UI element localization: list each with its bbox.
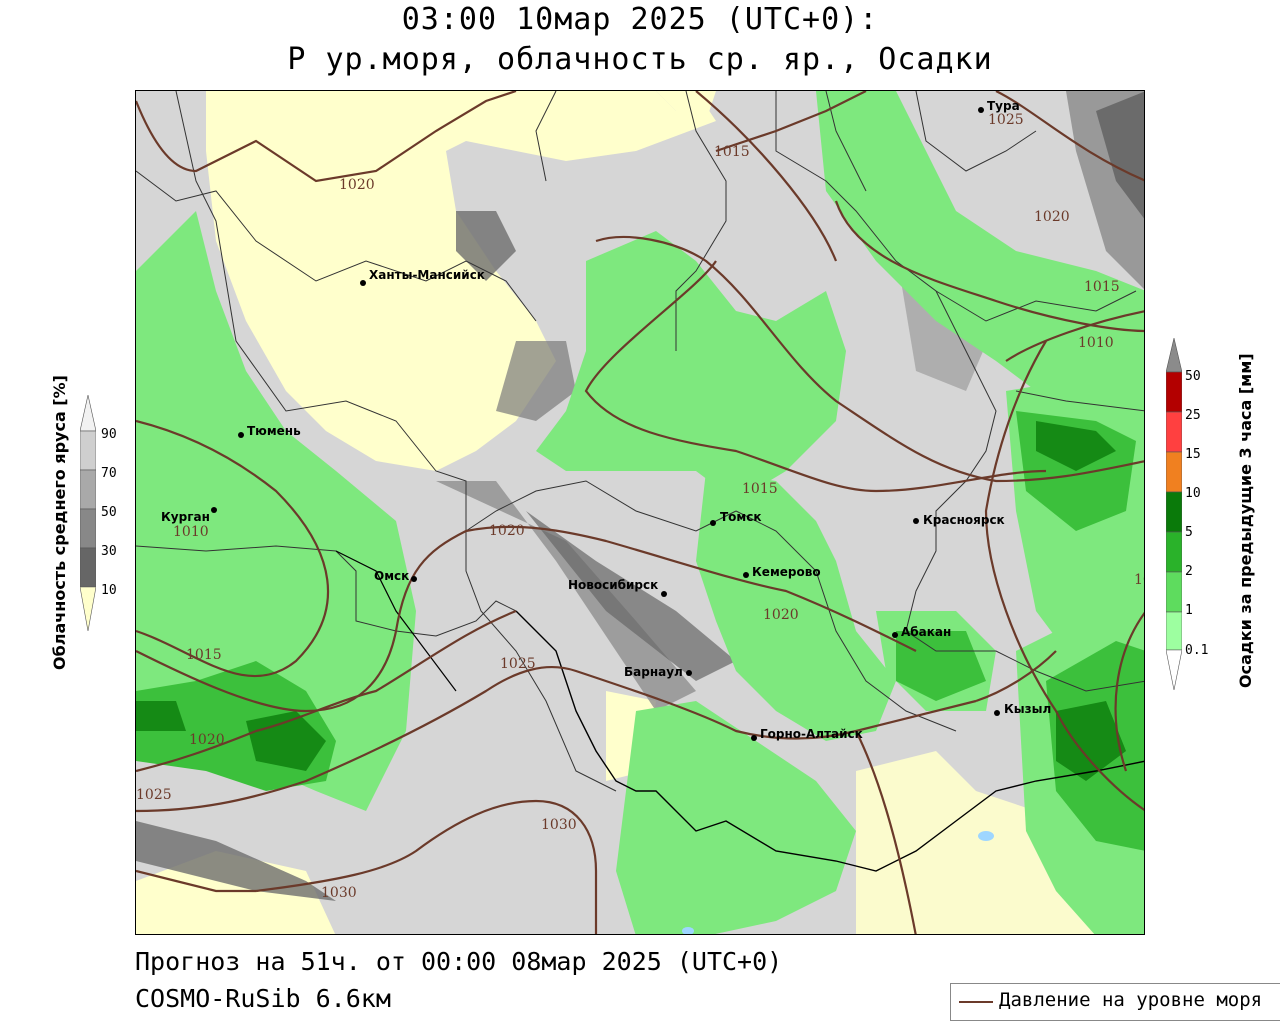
isobar-label: 1020 [489, 523, 525, 539]
precipitation-area-heavy [1036, 421, 1116, 471]
clear-sky-area [206, 91, 716, 471]
map-title-fields: P ур.моря, облачность ср. яр., Осадки [287, 42, 993, 77]
city-label-barnaul: Барнаул [624, 665, 683, 679]
precipitation-area [696, 471, 896, 741]
city-label-tomsk: Томск [720, 510, 762, 524]
national-border [515, 610, 1144, 872]
dense-cloud-band [1096, 91, 1144, 219]
city-label-tyumen: Тюмень [247, 424, 301, 438]
city-marker [913, 518, 919, 524]
city-label-novosibirsk: Новосибирск [568, 578, 658, 592]
city-label-abakan: Абакан [901, 625, 951, 639]
city-label-tura: Тура [987, 99, 1020, 113]
cloud-bar-tick: 70 [101, 466, 117, 481]
isobar-label: 1015 [742, 481, 778, 497]
city-marker [892, 632, 898, 638]
precip-color-bar [1165, 337, 1183, 691]
precip-bar-tick: 0.1 [1185, 643, 1209, 658]
isobar-label: 1020 [1034, 209, 1070, 225]
forecast-map[interactable]: 1025 1015 1020 1020 1015 1010 1015 1010 … [135, 90, 1145, 935]
isobar-label: 1015 [714, 144, 750, 160]
isobar-label: 1010 [173, 524, 209, 540]
precip-bar-tick: 50 [1185, 369, 1201, 384]
isobar-label: 1020 [763, 607, 799, 623]
isobar-legend-swatch [959, 1001, 993, 1003]
isobar-label: 1025 [988, 112, 1024, 128]
dense-cloud-band [496, 341, 576, 421]
dense-cloud-band [436, 481, 696, 711]
city-marker [238, 432, 244, 438]
model-info: COSMO-RuSib 6.6км [135, 984, 391, 1013]
cloud-bar-tick: 30 [101, 544, 117, 559]
precipitation-area-moderate [896, 631, 986, 701]
city-marker [661, 591, 667, 597]
cloud-bar-tick: 10 [101, 583, 117, 598]
cloud-bar-tick: 90 [101, 427, 117, 442]
precip-bar-tick: 10 [1185, 486, 1201, 501]
isobar-label: 1015 [1084, 279, 1120, 295]
isobar-label: 1025 [500, 656, 536, 672]
national-border [335, 550, 457, 692]
dense-cloud-band [136, 821, 336, 901]
isobar-label: 1010 [1078, 335, 1114, 351]
isobar-legend-label: Давление на уровне моря [999, 989, 1263, 1011]
city-label-kemerovo: Кемерово [752, 565, 821, 579]
city-label-kyzyl: Кызыл [1004, 702, 1051, 716]
isobar-label: 1015 [186, 647, 222, 663]
precip-bar-tick: 5 [1185, 525, 1193, 540]
precipitation-area-heavy [1056, 701, 1126, 781]
city-label-gorno-altaysk: Горно-Алтайск [760, 727, 863, 741]
isobars [136, 91, 1144, 934]
city-marker [710, 520, 716, 526]
map-title-time: 03:00 10мар 2025 (UTC+0): [401, 2, 879, 37]
isobar-label: 1030 [541, 817, 577, 833]
isobar-label: 1020 [339, 177, 375, 193]
precipitation-area-heavy [246, 711, 326, 771]
precip-bar-tick: 25 [1185, 408, 1201, 423]
dense-cloud-band [526, 511, 736, 681]
cloud-bar-tick: 50 [101, 505, 117, 520]
city-marker [994, 710, 1000, 716]
city-marker [743, 572, 749, 578]
clear-sky-area [656, 91, 716, 121]
precipitation-area [616, 701, 856, 934]
isobar-legend: Давление на уровне моря [950, 983, 1280, 1021]
city-label-kurgan: Курган [161, 510, 210, 524]
precip-bar-title: Осадки за предыдущие 3 часа [мм] [1236, 353, 1255, 688]
lake [978, 831, 994, 841]
isobar-label: 1030 [321, 885, 357, 901]
city-marker [686, 670, 692, 676]
lake [682, 927, 694, 934]
city-label-krasnoyarsk: Красноярск [923, 513, 1005, 527]
forecast-info: Прогноз на 51ч. от 00:00 08мар 2025 (UTC… [135, 947, 783, 976]
precipitation-area [536, 231, 846, 501]
city-marker [360, 280, 366, 286]
isobar-label: 1025 [136, 787, 172, 803]
cloud-bar-title: Облачность среднего яруса [%] [50, 375, 69, 670]
region-boundaries [136, 91, 1144, 792]
precip-bar-tick: 2 [1185, 564, 1193, 579]
precipitation-area [816, 91, 1144, 431]
city-label-khanty-mansiysk: Ханты-Мансийск [369, 268, 485, 282]
cloud-color-bar [79, 394, 97, 632]
city-marker [211, 507, 217, 513]
city-marker [751, 735, 757, 741]
precipitation-area-heavy [136, 701, 186, 731]
city-marker [411, 576, 417, 582]
precip-bar-tick: 15 [1185, 447, 1201, 462]
isobar-label: 1010 [1134, 572, 1145, 588]
precip-bar-tick: 1 [1185, 603, 1193, 618]
precipitation-area [136, 211, 416, 811]
city-marker [978, 107, 984, 113]
isobar-label: 1020 [189, 732, 225, 748]
city-label-omsk: Омск [374, 569, 409, 583]
